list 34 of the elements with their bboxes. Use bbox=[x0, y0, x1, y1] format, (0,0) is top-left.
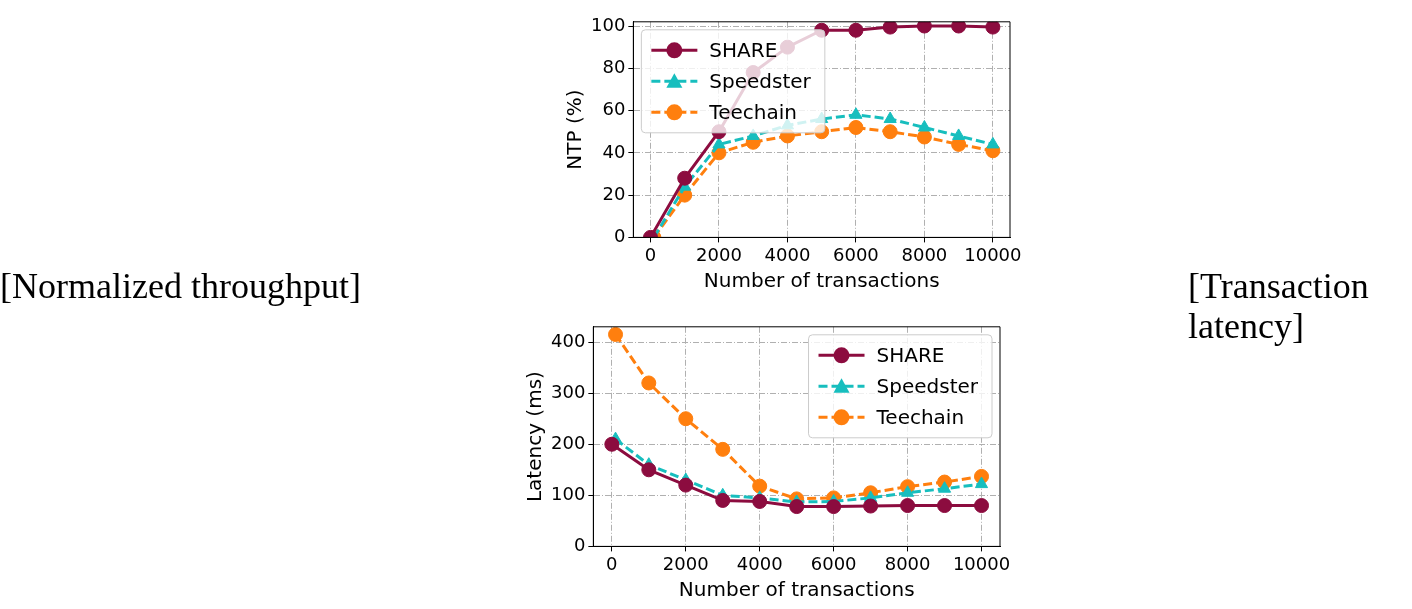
legend-label: Teechain bbox=[875, 404, 965, 429]
y-tick-label: 80 bbox=[602, 55, 626, 77]
y-axis-title: NTP (%) bbox=[562, 89, 587, 170]
text: [Transaction latency] bbox=[1188, 266, 1370, 346]
y-tick-label: 100 bbox=[551, 483, 586, 504]
x-tick-label: 10000 bbox=[964, 243, 1022, 265]
x-tick-label: 8000 bbox=[884, 552, 931, 574]
y-tick-label: 200 bbox=[551, 431, 586, 453]
legend-label: SHARE bbox=[876, 342, 945, 367]
y-tick-label: 100 bbox=[591, 13, 626, 35]
legend-label: Teechain bbox=[708, 99, 797, 124]
y-tick-label: 40 bbox=[602, 140, 626, 162]
y-tick-label: 20 bbox=[602, 182, 626, 204]
legend-label: SHARE bbox=[709, 37, 778, 62]
x-tick-label: 4000 bbox=[764, 243, 811, 265]
x-tick-label: 2000 bbox=[662, 552, 709, 574]
x-tick-label: 10000 bbox=[952, 552, 1011, 574]
y-tick-label: 0 bbox=[613, 225, 626, 247]
x-tick-label: 4000 bbox=[736, 552, 783, 574]
x-tick-label: 2000 bbox=[696, 243, 742, 265]
y-tick-label: 0 bbox=[573, 534, 586, 556]
x-tick-label: 6000 bbox=[810, 552, 857, 574]
x-tick-label: 8000 bbox=[901, 243, 948, 265]
x-tick-label: 0 bbox=[644, 243, 657, 265]
x-axis-title: Number of transactions bbox=[678, 577, 915, 602]
text: [Normalized throughput] bbox=[0, 266, 361, 306]
legend-label: Speedster bbox=[709, 68, 812, 93]
x-axis-title: Number of transactions bbox=[703, 268, 940, 293]
x-tick-label: 6000 bbox=[833, 243, 879, 265]
y-tick-label: 400 bbox=[551, 329, 586, 351]
y-axis-title: Latency (ms) bbox=[522, 371, 547, 503]
y-tick-label: 300 bbox=[551, 380, 586, 402]
y-tick-label: 60 bbox=[602, 98, 626, 120]
legend-label: Speedster bbox=[876, 373, 979, 398]
